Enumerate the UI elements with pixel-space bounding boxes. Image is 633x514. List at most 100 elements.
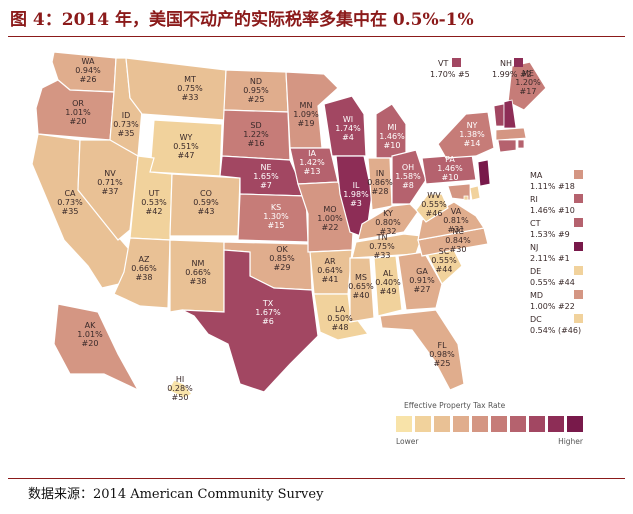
state-abbr: AR <box>324 257 335 266</box>
state-rank: #22 <box>322 223 339 232</box>
state-rate: 0.91% <box>409 276 435 285</box>
state-label-mt: MT 0.75% #33 <box>177 75 203 102</box>
state-abbr: UT <box>149 189 160 198</box>
callout-swatch <box>574 194 583 203</box>
state-rank: #40 <box>353 291 370 300</box>
callout-dc: DC 0.54% (#46) <box>530 314 583 335</box>
state-rate: 0.75% <box>369 242 395 251</box>
state-rate: 1.65% <box>253 172 279 181</box>
state-abbr: MS <box>355 273 367 282</box>
state-rank: #8 <box>402 181 414 190</box>
state-label-or: OR 1.01% #20 <box>65 99 91 126</box>
state-rate: 0.95% <box>243 86 269 95</box>
state-rate: 0.50% <box>327 314 353 323</box>
state-abbr: SC <box>439 247 450 256</box>
callout-swatch <box>574 242 583 251</box>
state-rate: 1.01% <box>65 108 91 117</box>
state-abbr: OK <box>276 245 288 254</box>
state-abbr: VA <box>451 207 462 216</box>
state-hi <box>167 379 193 399</box>
callout-rank: #44 <box>558 278 575 287</box>
state-abbr: NV <box>104 169 116 178</box>
state-rank: #20 <box>70 117 87 126</box>
state-label-wv: WV 0.55% #46 <box>421 191 447 218</box>
callout-abbr: MD <box>530 291 543 300</box>
state-nv <box>77 139 139 241</box>
state-label-ok: OK 0.85% #29 <box>269 245 295 272</box>
state-label-az: AZ 0.66% #38 <box>131 255 157 282</box>
state-rank: #43 <box>198 207 215 216</box>
state-abbr: FL <box>437 341 447 350</box>
state-label-hi: HI 0.28% #50 <box>167 375 193 402</box>
state-rank: #32 <box>380 227 397 236</box>
state-abbr: TN <box>376 233 388 242</box>
state-ga <box>397 251 443 311</box>
state-label-fl: FL 0.98% #25 <box>429 341 455 368</box>
source-divider <box>8 478 625 479</box>
state-label-ca: CA 0.73% #35 <box>57 189 83 216</box>
property-tax-map: WA 0.94% #26 OR 1.01% #20 CA 0.73% #35 ID 0.73% #35… <box>18 44 616 474</box>
callout-rank: #9 <box>558 230 570 239</box>
callout-rank: #10 <box>558 206 575 215</box>
state-rate: 1.98% <box>343 190 369 199</box>
callout-swatch <box>574 170 583 179</box>
state-label-co: CO 0.59% #43 <box>193 189 219 216</box>
state-label-nd: ND 0.95% #25 <box>243 77 269 104</box>
state-rate: 1.67% <box>255 308 281 317</box>
state-abbr: WI <box>343 115 353 124</box>
state-rate: 1.58% <box>395 172 421 181</box>
legend-low-label: Lower <box>396 437 419 446</box>
legend-swatch-5 <box>472 416 488 432</box>
state-rank: #50 <box>172 393 189 402</box>
state-ny <box>437 111 495 159</box>
state-label-nc: NC 0.84% #30 <box>445 227 471 254</box>
legend-swatch-2 <box>415 416 431 432</box>
state-rank: #46 <box>426 209 443 218</box>
state-abbr: CA <box>64 189 76 198</box>
callout-abbr: CT <box>530 219 541 228</box>
legend-swatch-8 <box>529 416 545 432</box>
state-me <box>507 61 547 111</box>
callout-ma: MA 1.11% #18 <box>530 170 583 191</box>
state-abbr: NY <box>467 121 478 130</box>
state-abbr: IN <box>376 169 384 178</box>
state-abbr: IL <box>353 181 360 190</box>
state-nj <box>477 159 491 187</box>
state-ri <box>517 139 525 149</box>
state-oh <box>391 149 427 205</box>
state-label-ky: KY 0.80% #32 <box>375 209 401 236</box>
state-abbr: AK <box>85 321 96 330</box>
state-label-ga: GA 0.91% #27 <box>409 267 435 294</box>
state-label-la: LA 0.50% #48 <box>327 305 353 332</box>
state-rate: 1.22% <box>243 130 269 139</box>
state-rank: #44 <box>436 265 453 274</box>
callout-rate: 1.11% <box>530 182 556 191</box>
state-abbr: ME <box>522 69 534 78</box>
state-rate: 0.55% <box>421 200 447 209</box>
state-abbr: TX <box>262 299 274 308</box>
state-rank: #30 <box>450 245 467 254</box>
legend-swatch-10 <box>567 416 583 432</box>
state-wv <box>415 193 449 223</box>
state-tx <box>181 249 319 393</box>
state-rate: 0.53% <box>141 198 167 207</box>
state-rate: 0.66% <box>185 268 211 277</box>
callout-values: 0.54% (#46) <box>530 326 581 335</box>
state-label-al: AL 0.40% #49 <box>375 269 401 296</box>
state-rank: #31 <box>448 225 465 234</box>
state-rate: 1.00% <box>317 214 343 223</box>
state-rank: #15 <box>268 221 285 230</box>
state-rate: 0.85% <box>269 254 295 263</box>
state-label-ut: UT 0.53% #42 <box>141 189 167 216</box>
state-abbr: LA <box>335 305 346 314</box>
state-rate: 0.71% <box>97 178 123 187</box>
state-label-ne: NE 1.65% #7 <box>253 163 279 190</box>
state-rank: #27 <box>414 285 431 294</box>
callout-rate: 1.70% <box>430 70 456 79</box>
state-label-wy: WY 0.51% #47 <box>173 133 199 160</box>
state-abbr: AL <box>383 269 393 278</box>
state-abbr: NM <box>192 259 205 268</box>
state-abbr: OR <box>72 99 84 108</box>
state-abbr: OH <box>402 163 414 172</box>
legend-high-label: Higher <box>558 437 584 446</box>
